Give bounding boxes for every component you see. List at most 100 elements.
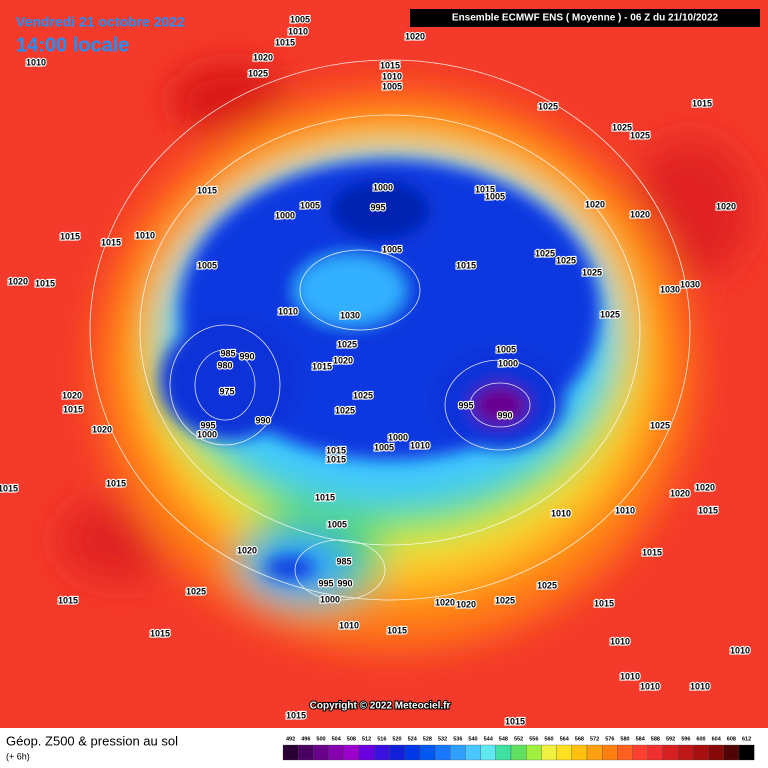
legend-label: 532	[438, 736, 447, 742]
isobar-label: 1015	[63, 404, 83, 414]
legend-swatch	[617, 744, 633, 761]
isobar-label: 1010	[690, 681, 710, 691]
isobar-label: 1030	[340, 310, 360, 320]
legend-swatch	[586, 744, 603, 761]
legend-swatch	[541, 744, 557, 761]
isobar-label: 1020	[333, 355, 353, 365]
isobar-label: 1020	[585, 199, 605, 209]
isobar-label: 995	[458, 400, 473, 410]
legend-label: 504	[332, 736, 342, 742]
isobar-label: 1005	[374, 442, 394, 452]
isobar-label: 1020	[435, 597, 455, 607]
isobar-label: 1010	[551, 508, 571, 518]
legend-label: 556	[529, 736, 538, 742]
isobar-label: 1030	[680, 279, 700, 289]
legend-swatch	[495, 744, 512, 761]
isobar-label: 1025	[612, 122, 632, 132]
isobar-label: 1025	[248, 68, 268, 78]
legend-label: 536	[453, 736, 462, 742]
legend-swatch	[526, 744, 542, 761]
isobar-label: 990	[255, 415, 270, 425]
isobar-label: 1025	[650, 420, 670, 430]
legend-swatch	[708, 744, 724, 761]
isobar-label: 1005	[382, 81, 402, 91]
legend-swatch	[678, 744, 694, 761]
isobar-label: 1000	[275, 210, 295, 220]
date: Vendredi 21 octobre 2022	[16, 14, 185, 30]
legend-swatch	[723, 744, 740, 761]
isobar-label: 1020	[253, 52, 273, 62]
isobar-label: 1025	[537, 580, 557, 590]
legend-label: 572	[590, 736, 599, 742]
isobar-label: 1025	[538, 101, 558, 111]
isobar-label: 985	[336, 556, 351, 566]
legend-label: 584	[636, 736, 646, 742]
legend-swatch	[298, 744, 314, 761]
isobar-label: 1005	[496, 344, 516, 354]
legend-swatch	[374, 744, 390, 761]
isobar-label: 1020	[237, 545, 257, 555]
isobar-label: 1015	[698, 505, 718, 515]
legend-swatch	[510, 744, 527, 761]
isobar-label: 1025	[495, 595, 515, 605]
isobar-label: 1010	[620, 671, 640, 681]
isobar-label: 1020	[62, 390, 82, 400]
legend-label: 496	[301, 736, 310, 742]
legend-label: 608	[727, 736, 736, 742]
isobar-label: 1015	[58, 595, 78, 605]
isobar-label: 1025	[600, 309, 620, 319]
legend-label: 492	[286, 736, 295, 742]
isobar-labels: 1005 1010 1015 1020 1010 1020 1025 1015 1010 1005…	[0, 13, 751, 727]
isobar-label: 1010	[640, 681, 660, 691]
isobar-label: 1025	[337, 339, 357, 349]
legend-label: 552	[514, 736, 523, 742]
isobar-label: 1015	[594, 598, 614, 608]
copyright: Copyright © 2022 Meteociel.fr	[310, 701, 451, 712]
legend-swatch	[738, 744, 755, 761]
isobar-label: 1015	[456, 260, 476, 270]
isobar-label: 1005	[327, 519, 347, 529]
legend-label: 520	[392, 736, 401, 742]
legend-label: 528	[423, 736, 432, 742]
legend-label: 548	[499, 736, 508, 742]
isobar-label: 995	[318, 578, 333, 588]
isobar-label: 975	[219, 386, 234, 396]
isobar-label: 1020	[405, 31, 425, 41]
footer-lead: (+ 6h)	[6, 751, 30, 761]
isobar-label: 1015	[35, 278, 55, 288]
isobar-label: 1015	[326, 445, 346, 455]
isobar-label: 1020	[92, 424, 112, 434]
legend-label: 524	[408, 736, 418, 742]
legend-swatch	[282, 744, 299, 761]
isobar-label: 1025	[582, 267, 602, 277]
legend-label: 596	[681, 736, 690, 742]
isobar-label: 1005	[382, 244, 402, 254]
isobar-label: 1015	[0, 483, 18, 493]
map	[0, 0, 768, 728]
isobar-label: 995	[370, 202, 385, 212]
isobar-label: 1025	[556, 255, 576, 265]
isobar-label: 1005	[197, 260, 217, 270]
isobar-label: 1015	[197, 185, 217, 195]
isobar-label: 1010	[26, 57, 46, 67]
isobar-label: 1010	[339, 620, 359, 630]
legend-label: 604	[712, 736, 722, 742]
isobar-label: 1015	[315, 492, 335, 502]
isobar-label: 1015	[286, 710, 306, 720]
legend-label: 580	[620, 736, 629, 742]
legend-label: 500	[316, 736, 325, 742]
isobar-label: 1025	[353, 390, 373, 400]
legend-swatch	[343, 744, 360, 761]
isobar-label: 1010	[610, 636, 630, 646]
legend-label: 612	[742, 736, 751, 742]
legend-label: 512	[362, 736, 371, 742]
isobar-label: 1000	[498, 358, 518, 368]
isobar-label: 1025	[335, 405, 355, 415]
isobar-label: 990	[497, 410, 512, 420]
isobar-label: 995	[200, 420, 215, 430]
isobar-label: 1015	[60, 231, 80, 241]
isobar-label: 1020	[630, 209, 650, 219]
header-box	[410, 9, 760, 27]
isobar-label: 1020	[716, 201, 736, 211]
